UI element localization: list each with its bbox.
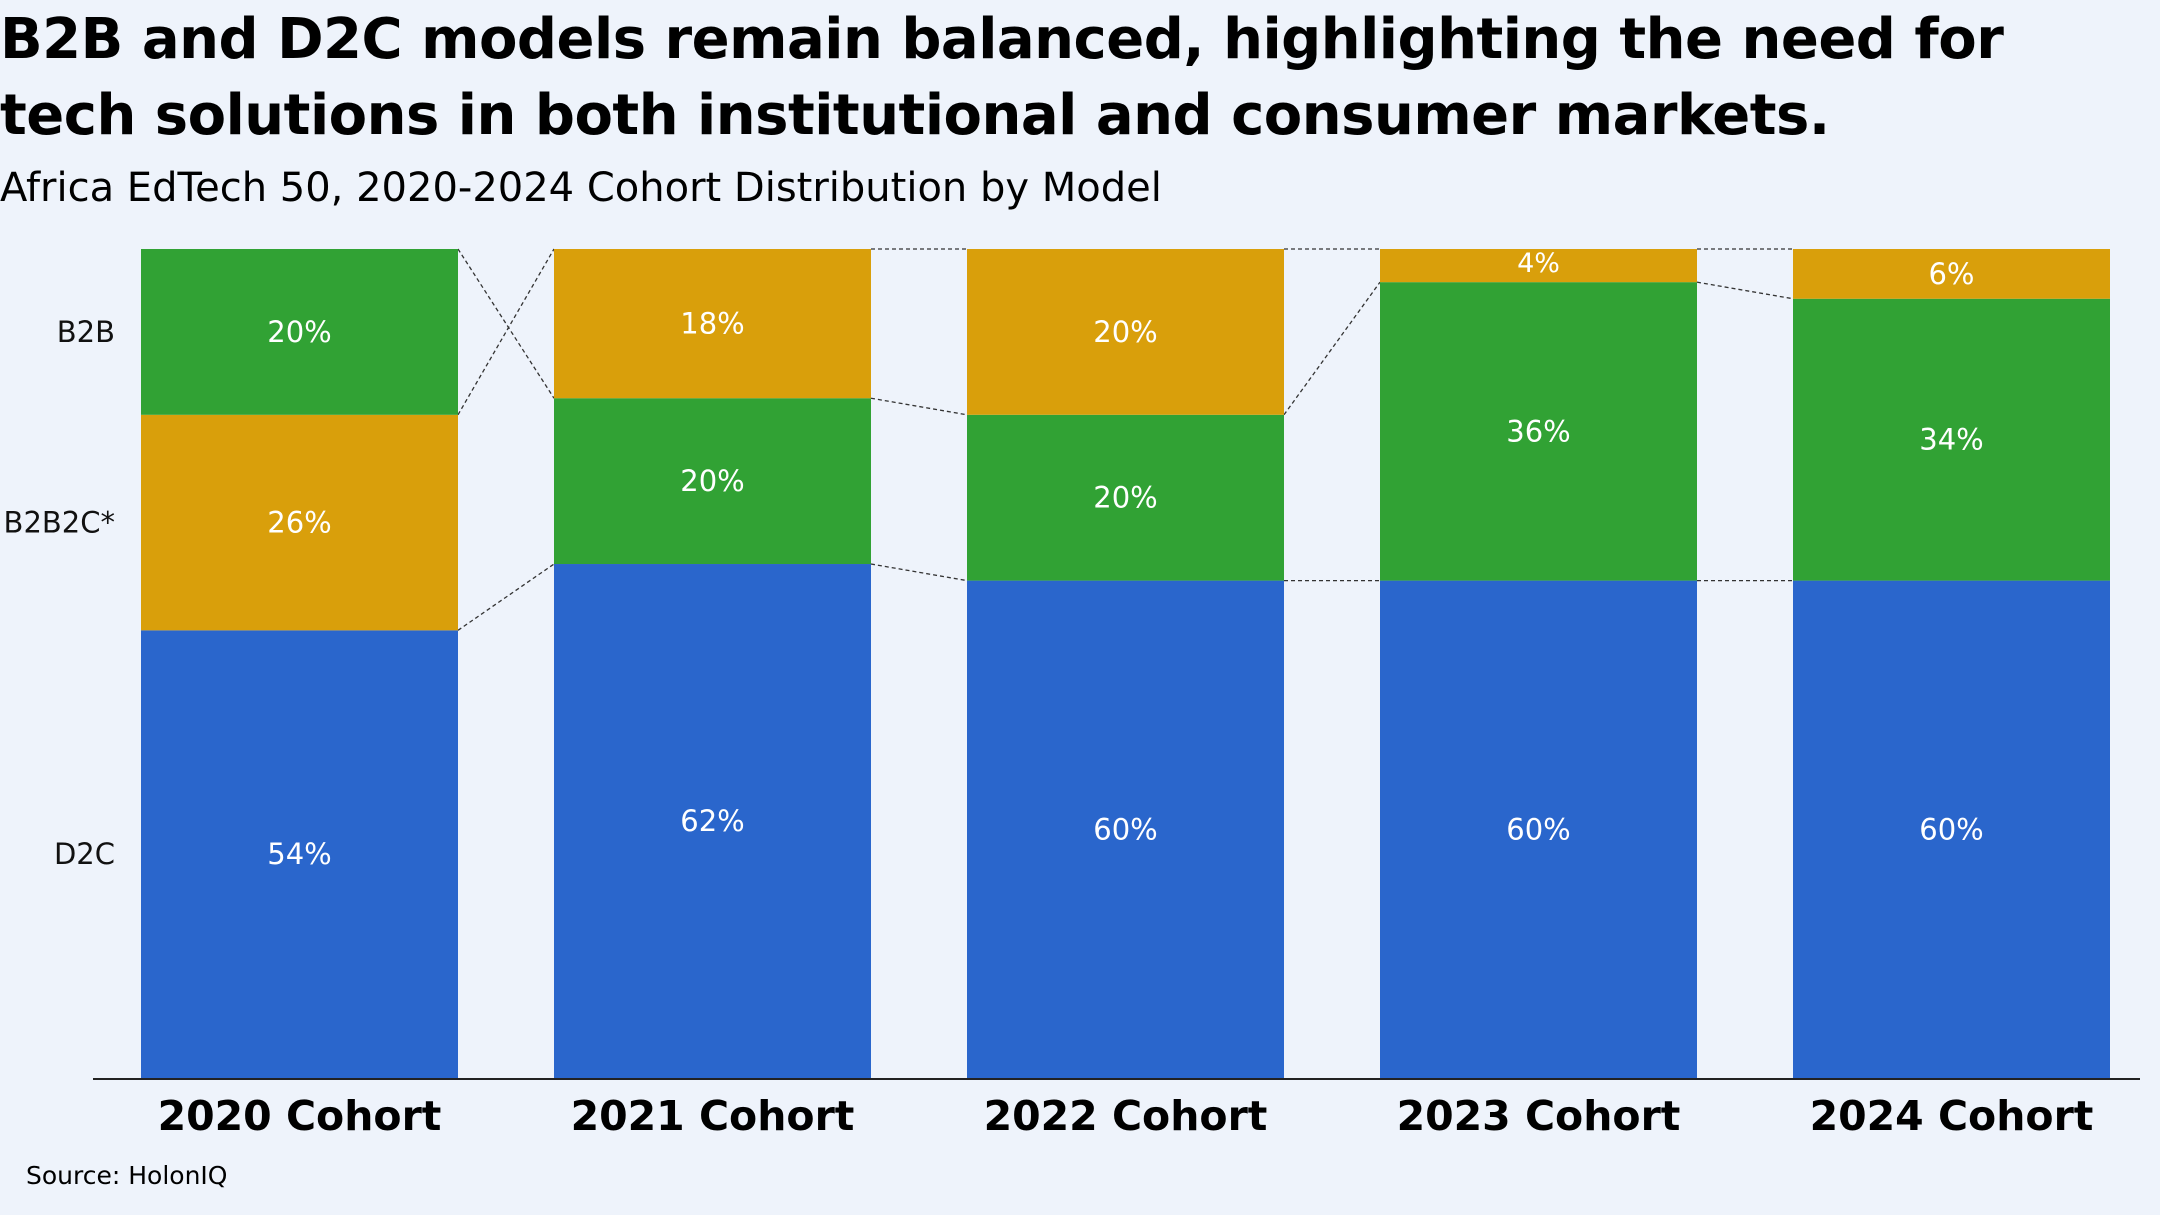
bar-value-label: 20%: [680, 464, 744, 498]
bar-segment: [554, 398, 871, 565]
row-label: B2B2C*: [4, 506, 115, 540]
bar-segment: [141, 249, 458, 415]
bar-value-label: 34%: [1919, 423, 1983, 457]
bar-value-label: 20%: [1093, 481, 1157, 515]
bar-value-label: 62%: [680, 804, 744, 838]
category-labels: 2020 Cohort 2021 Cohort 2022 Cohort 2023 Co…: [158, 1092, 2094, 1140]
connector-line: [1696, 281, 1794, 300]
category-label: 2024 Cohort: [1810, 1092, 2094, 1140]
chart-title: B2B and D2C models remain balanced, high…: [0, 7, 2004, 148]
bar-value-label: 60%: [1919, 812, 1983, 846]
bar-segment: [967, 249, 1284, 415]
bar-value-label: 60%: [1506, 812, 1570, 846]
connector-line: [457, 563, 555, 631]
bar-segment: [1380, 249, 1697, 283]
bar-segment: [554, 249, 871, 399]
bar-segment: [554, 564, 871, 1078]
bar-segment: [1793, 580, 2110, 1078]
bar-segment: [1380, 282, 1697, 581]
bar-segment: [967, 580, 1284, 1078]
bar-segment: [1793, 249, 2110, 299]
bar-value-label: 4%: [1517, 248, 1560, 279]
connector-line: [1283, 281, 1381, 416]
bar-segment: [1380, 580, 1697, 1078]
row-labels: B2B B2B2C* D2C: [4, 315, 115, 871]
bar-value-label: 60%: [1093, 812, 1157, 846]
row-label: D2C: [54, 837, 115, 871]
source-note: Source: HolonIQ: [26, 1161, 228, 1190]
category-label: 2023 Cohort: [1397, 1092, 1681, 1140]
bar-value-label: 36%: [1506, 414, 1570, 448]
connector-line: [457, 248, 555, 416]
category-label: 2021 Cohort: [571, 1092, 855, 1140]
category-label: 2020 Cohort: [158, 1092, 442, 1140]
connector-line: [870, 397, 968, 416]
bar-stacks: 54% 26% 20% 62% 20% 18% 60% 20% 20% 60% 36% 4% 60% 34…: [141, 248, 2110, 1078]
connector-line: [457, 248, 555, 399]
connector-line: [870, 563, 968, 582]
category-label: 2022 Cohort: [984, 1092, 1268, 1140]
bar-segment: [141, 414, 458, 631]
bar-segment: [141, 630, 458, 1078]
bar-value-label: 18%: [680, 307, 744, 341]
connector-lines: [457, 248, 1794, 631]
row-label: B2B: [57, 315, 115, 349]
bar-value-label: 54%: [267, 837, 331, 871]
bar-segment: [1793, 298, 2110, 581]
bar-value-label: 20%: [267, 315, 331, 349]
chart-subtitle: Africa EdTech 50, 2020-2024 Cohort Distr…: [0, 165, 1162, 211]
bar-value-label: 26%: [267, 506, 331, 540]
bar-value-label: 6%: [1928, 257, 1974, 291]
bar-value-label: 20%: [1093, 315, 1157, 349]
bar-segment: [967, 414, 1284, 581]
